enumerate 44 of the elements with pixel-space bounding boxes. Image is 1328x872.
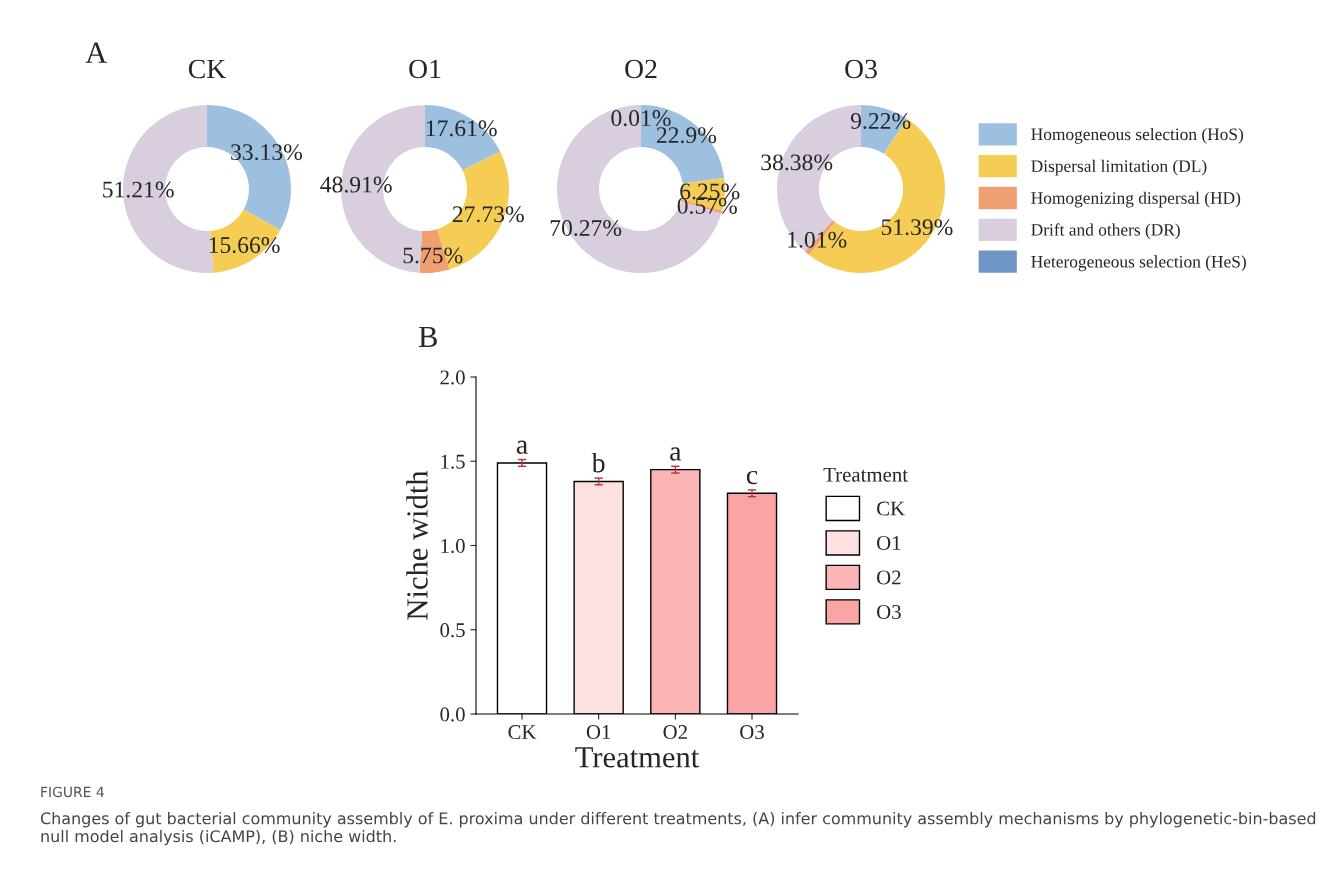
text: B: [418, 326, 437, 347]
y-axis-title: Niche width: [406, 470, 428, 620]
x-tick-label: O3: [740, 725, 764, 740]
annotation: b: [591, 452, 605, 473]
legend-label: CK: [877, 501, 905, 516]
y-tick-label: 0.0: [440, 707, 465, 722]
legend-label: Heterogeneous selection (HeS): [1031, 255, 1246, 272]
annotation: c: [746, 470, 758, 485]
data-label: 9.22%: [850, 112, 911, 129]
x-tick-label: O1: [586, 725, 611, 740]
x-axis-title: Treatment: [823, 467, 908, 482]
data-label: 0.01%: [611, 110, 671, 127]
legend-label: O2: [877, 570, 901, 585]
data-label: 0.57%: [677, 197, 737, 214]
legend-label: Homogenizing dispersal (HD): [1031, 191, 1241, 208]
legend-label: Homogeneous selection (HoS): [1031, 127, 1244, 144]
y-tick-label: 0.5: [440, 623, 465, 638]
legend-title: Treatment: [575, 747, 700, 768]
annotation: a: [670, 447, 682, 461]
data-label: 33.13%: [231, 144, 303, 161]
caption: FIGURE 4: [41, 786, 104, 798]
data-label: 17.61%: [426, 120, 497, 137]
legend-label: Drift and others (DR): [1031, 223, 1180, 240]
chart-title: O2: [625, 59, 657, 79]
chart-title: CK: [188, 59, 227, 79]
text: A: [85, 42, 108, 63]
data-label: 38.38%: [761, 154, 833, 171]
legend-label: O3: [877, 605, 901, 620]
legend-label: Dispersal limitation (DL): [1031, 159, 1207, 176]
x-tick-label: CK: [508, 725, 537, 740]
data-label: 70.27%: [550, 219, 622, 237]
legend-label: O1: [877, 536, 901, 551]
annotation: a: [516, 440, 528, 454]
y-tick-label: 2.0: [440, 370, 465, 385]
y-tick-label: 1.0: [441, 538, 465, 554]
data-label: 51.21%: [103, 181, 174, 198]
data-label: 5.75%: [403, 247, 463, 264]
chart-title: O1: [409, 59, 441, 79]
y-tick-label: 1.5: [441, 454, 465, 469]
x-tick-label: O2: [663, 725, 687, 740]
chart-title: O3: [845, 59, 877, 79]
data-label: 22.9%: [656, 127, 717, 144]
data-label: 48.91%: [320, 176, 392, 193]
text: Changes of gut bacterial community assembly of E. proxima under different treatments, (A) infer community assembly mechanisms by phylogenetic-bin-based null model analysis (iCAMP), (B) niche width.: [40, 812, 1316, 846]
